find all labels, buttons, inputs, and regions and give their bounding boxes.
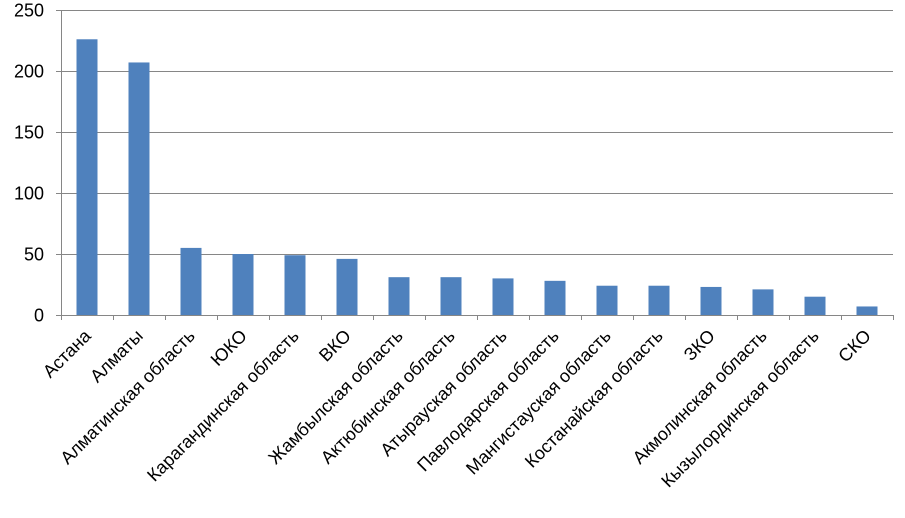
y-tick-label: 200 xyxy=(14,62,44,82)
bar xyxy=(284,255,306,315)
gridlines xyxy=(61,10,893,255)
axes xyxy=(56,10,894,320)
x-tick-label: ЗКО xyxy=(680,326,719,365)
y-tick-label: 0 xyxy=(34,306,44,326)
bar xyxy=(336,258,358,315)
y-tick-labels: 0 50 100 150 200 250 xyxy=(14,1,44,326)
bar xyxy=(180,247,202,315)
bar xyxy=(128,62,150,316)
y-tick-label: 100 xyxy=(14,184,44,204)
y-tick-label: 150 xyxy=(14,123,44,143)
x-tick-label: ЮКО xyxy=(207,326,251,370)
bar xyxy=(648,285,670,315)
bar xyxy=(700,286,722,315)
bar xyxy=(492,278,514,315)
bar xyxy=(76,39,98,315)
y-tick-label: 50 xyxy=(24,245,44,265)
bar xyxy=(856,306,878,315)
bar xyxy=(440,277,462,315)
bars xyxy=(76,39,878,316)
y-tick-label: 250 xyxy=(14,1,44,21)
bar xyxy=(232,254,254,315)
x-tick-label: СКО xyxy=(834,326,875,367)
x-tick-label: ВКО xyxy=(315,326,355,366)
bar xyxy=(388,277,410,315)
bar xyxy=(596,285,618,315)
bar xyxy=(752,289,774,315)
bar xyxy=(804,296,826,315)
bar xyxy=(544,280,566,315)
